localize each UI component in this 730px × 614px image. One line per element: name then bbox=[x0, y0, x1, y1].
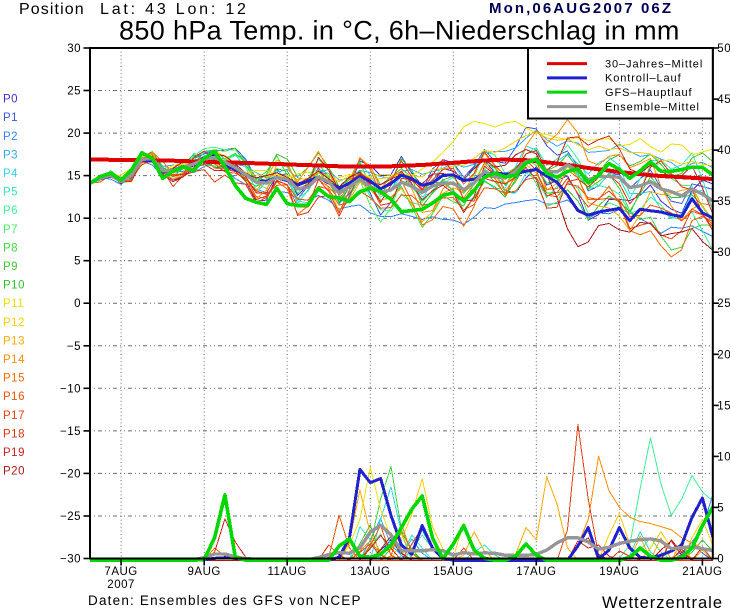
svg-text:40: 40 bbox=[717, 145, 730, 157]
svg-text:15AUG: 15AUG bbox=[433, 566, 473, 578]
svg-text:15: 15 bbox=[717, 400, 730, 412]
svg-text:21AUG: 21AUG bbox=[682, 566, 722, 578]
svg-text:P9: P9 bbox=[3, 261, 18, 273]
svg-text:20: 20 bbox=[717, 349, 730, 361]
svg-text:5: 5 bbox=[74, 256, 81, 268]
svg-text:10: 10 bbox=[67, 213, 81, 225]
svg-text:17AUG: 17AUG bbox=[516, 566, 556, 578]
svg-text:P5: P5 bbox=[3, 187, 18, 199]
svg-text:Daten: Ensembles des GFS von N: Daten: Ensembles des GFS von NCEP bbox=[88, 593, 362, 608]
svg-text:P8: P8 bbox=[3, 242, 18, 254]
svg-text:P18: P18 bbox=[3, 428, 25, 440]
svg-text:0: 0 bbox=[74, 298, 81, 310]
svg-text:P1: P1 bbox=[3, 112, 18, 124]
svg-text:35: 35 bbox=[717, 196, 730, 208]
svg-text:11AUG: 11AUG bbox=[268, 566, 307, 578]
svg-text:30: 30 bbox=[67, 43, 81, 55]
svg-text:−15: −15 bbox=[60, 426, 81, 438]
svg-text:GFS–Hauptlauf: GFS–Hauptlauf bbox=[605, 87, 693, 99]
svg-text:−25: −25 bbox=[60, 511, 81, 523]
svg-text:P20: P20 bbox=[3, 466, 25, 478]
svg-text:30: 30 bbox=[717, 247, 730, 259]
svg-text:P14: P14 bbox=[3, 354, 25, 366]
svg-text:P17: P17 bbox=[3, 410, 25, 422]
svg-text:−5: −5 bbox=[67, 341, 81, 353]
svg-text:P3: P3 bbox=[3, 149, 18, 161]
svg-text:Position: Position bbox=[19, 1, 85, 18]
svg-text:−10: −10 bbox=[60, 383, 81, 395]
svg-text:P0: P0 bbox=[3, 94, 18, 106]
svg-text:30–Jahres–Mittel: 30–Jahres–Mittel bbox=[605, 58, 703, 70]
svg-text:850 hPa Temp. in °C, 6h–Nieder: 850 hPa Temp. in °C, 6h–Niederschlag in … bbox=[119, 16, 680, 46]
svg-text:45: 45 bbox=[717, 94, 730, 106]
svg-text:−30: −30 bbox=[60, 554, 81, 566]
svg-text:13AUG: 13AUG bbox=[350, 566, 390, 578]
svg-text:Kontroll–Lauf: Kontroll–Lauf bbox=[605, 73, 682, 85]
svg-text:P19: P19 bbox=[3, 447, 25, 459]
svg-text:9AUG: 9AUG bbox=[188, 566, 221, 578]
svg-text:P6: P6 bbox=[3, 205, 18, 217]
svg-text:19AUG: 19AUG bbox=[599, 566, 639, 578]
svg-text:Mon,06AUG2007 06Z: Mon,06AUG2007 06Z bbox=[489, 0, 673, 17]
svg-text:P7: P7 bbox=[3, 224, 18, 236]
svg-text:Lat: 43 Lon: 12: Lat: 43 Lon: 12 bbox=[100, 1, 249, 18]
svg-text:P16: P16 bbox=[3, 391, 25, 403]
svg-text:P2: P2 bbox=[3, 131, 18, 143]
svg-text:P15: P15 bbox=[3, 373, 25, 385]
svg-text:P4: P4 bbox=[3, 168, 18, 180]
svg-text:25: 25 bbox=[67, 86, 81, 98]
svg-text:2007: 2007 bbox=[107, 579, 135, 591]
svg-text:Ensemble–Mittel: Ensemble–Mittel bbox=[605, 101, 700, 113]
svg-text:P13: P13 bbox=[3, 335, 25, 347]
svg-text:−20: −20 bbox=[60, 468, 81, 480]
svg-text:25: 25 bbox=[717, 298, 730, 310]
svg-text:15: 15 bbox=[67, 171, 81, 183]
svg-text:0: 0 bbox=[717, 554, 724, 566]
svg-text:P11: P11 bbox=[3, 298, 24, 310]
svg-text:P10: P10 bbox=[3, 280, 25, 292]
svg-text:5: 5 bbox=[717, 502, 724, 514]
svg-text:P12: P12 bbox=[3, 317, 25, 329]
svg-text:Wetterzentrale: Wetterzentrale bbox=[602, 594, 723, 609]
svg-text:50: 50 bbox=[717, 43, 730, 55]
svg-text:10: 10 bbox=[717, 451, 730, 463]
svg-text:20: 20 bbox=[67, 128, 81, 140]
svg-text:7AUG: 7AUG bbox=[104, 566, 137, 578]
